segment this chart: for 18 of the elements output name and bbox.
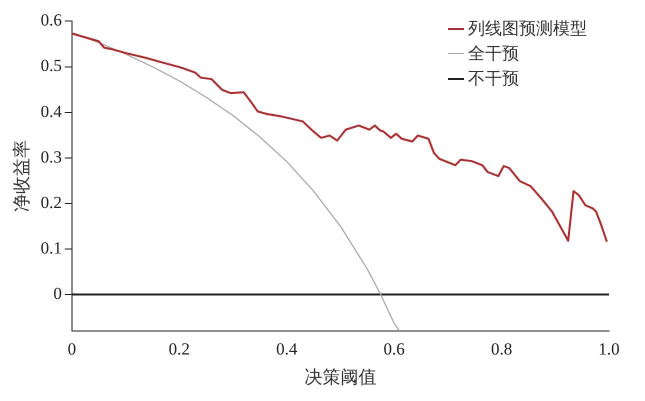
x-tick-label: 0.6 xyxy=(384,340,405,359)
y-tick-label: 0.1 xyxy=(40,238,62,258)
legend-label: 全干预 xyxy=(468,43,519,65)
legend-label: 不干预 xyxy=(468,68,519,90)
x-tick-label: 0.2 xyxy=(168,340,190,359)
x-tick-label: 0.8 xyxy=(490,340,512,359)
y-tick-label: 0.2 xyxy=(40,192,62,212)
x-tick-label: 0.4 xyxy=(276,340,298,359)
x-tick-label: 0 xyxy=(68,340,76,359)
legend-label: 列线图预测模型 xyxy=(468,18,587,40)
y-tick-label: 0.6 xyxy=(40,10,62,30)
x-axis-title: 决策阈值 xyxy=(304,366,376,387)
x-tick-label: 1.0 xyxy=(598,340,620,359)
y-tick-label: 0.5 xyxy=(40,56,62,76)
y-tick-label: 0 xyxy=(53,284,62,304)
y-axis-title: 净收益率 xyxy=(12,140,32,212)
y-tick-label: 0.4 xyxy=(40,102,62,121)
y-tick-label: 0.3 xyxy=(40,147,62,166)
